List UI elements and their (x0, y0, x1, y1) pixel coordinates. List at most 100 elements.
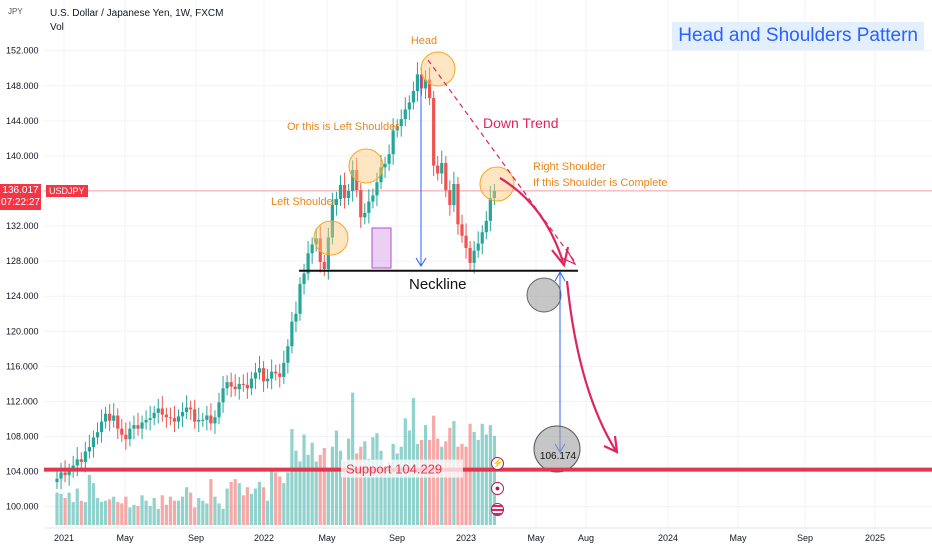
candle-body (423, 79, 428, 89)
last-price-value: 136.017 (2, 185, 39, 196)
volume-bar (310, 442, 314, 525)
volume-bar (472, 431, 476, 525)
volume-bar (91, 483, 96, 525)
volume-bar (415, 444, 420, 525)
volume-bar (355, 453, 359, 525)
grid (44, 0, 932, 528)
volume-bar (383, 468, 387, 525)
x-tick-label: May (729, 533, 747, 543)
volume-bar (270, 468, 274, 525)
candle-body (334, 198, 339, 206)
volume-bar (464, 446, 468, 525)
volume-bar (176, 500, 181, 525)
volume-bar (164, 504, 168, 525)
volume-bar (201, 500, 205, 525)
volume-bar (172, 500, 177, 525)
annotations: Head Or this is Left Shoulder Left Shoulde… (44, 35, 932, 478)
volume-bar (334, 430, 339, 525)
volume-bar (282, 483, 286, 525)
candle-body (440, 162, 444, 174)
volume-bar (399, 446, 403, 525)
right-shoulder-condition-label: If this Shoulder is Complete (533, 177, 668, 189)
volume-bar (225, 488, 229, 525)
candle-body (160, 408, 164, 415)
candle-body (456, 183, 460, 225)
volume-bar (257, 481, 262, 525)
candle-body (164, 414, 168, 418)
candle-body (120, 428, 124, 435)
candle-body (266, 378, 270, 382)
volume-bar (213, 496, 217, 525)
candles (55, 62, 496, 490)
volume-bar (71, 502, 75, 525)
candle-body (326, 237, 330, 270)
volume-bar (419, 439, 424, 525)
volume-bar (79, 500, 83, 525)
candle-body (298, 283, 302, 314)
candle-body (274, 371, 278, 374)
candle-body (472, 250, 476, 263)
candle-body (383, 163, 387, 168)
y-tick-label: 120.000 (6, 326, 39, 336)
volume-bar (395, 453, 399, 525)
candle-body (140, 422, 144, 429)
candle-body (201, 419, 205, 421)
left-shoulder-label: Left Shoulder (271, 196, 337, 208)
volume-bar (338, 450, 343, 525)
volume-bar (330, 446, 334, 525)
volume-bar (387, 461, 391, 525)
volume-bar (185, 487, 189, 525)
candle-body (290, 321, 294, 347)
candle-body (399, 119, 403, 127)
record-icon[interactable]: ● (491, 482, 504, 495)
instrument-title[interactable]: U.S. Dollar / Japanese Yen, 1W, FXCM (50, 8, 224, 19)
breakdown-arrowhead (551, 246, 570, 268)
volume-bar (326, 468, 330, 525)
candle-body (338, 184, 343, 199)
candle-body (245, 384, 249, 389)
candle-body (185, 407, 189, 412)
down-trend-arrowhead (561, 249, 577, 266)
x-tick-label: May (116, 533, 134, 543)
volume-bar (108, 499, 112, 525)
volume-bar (363, 441, 367, 525)
candle-body (464, 235, 468, 248)
volume-bar (351, 392, 355, 525)
volume-bar (253, 488, 258, 525)
lightning-icon[interactable]: ⚡ (491, 457, 504, 470)
candle-body (253, 372, 258, 379)
us-flag-icon[interactable] (491, 503, 504, 516)
candle-body (278, 373, 282, 377)
volume-label[interactable]: Vol (50, 22, 64, 33)
volume-bar (407, 430, 411, 525)
volume-bar (217, 503, 221, 525)
volume-bar (480, 423, 484, 525)
volume-bar (193, 507, 197, 525)
volume-bar (456, 446, 460, 525)
candle-body (79, 459, 83, 462)
target-arrow (565, 280, 617, 452)
y-tick-label: 152.000 (6, 46, 39, 56)
volume-bar (322, 448, 326, 525)
time-axis[interactable]: 2021 May Sep 2022 May Sep 2023 May Aug 2024 May Sep… (44, 527, 932, 543)
volume-bar (189, 492, 193, 525)
candle-body (87, 447, 91, 452)
volume-bar (140, 495, 144, 525)
candle-body (476, 243, 480, 251)
candle-body (249, 378, 253, 389)
y-tick-label: 108.000 (6, 432, 39, 442)
candle-body (108, 413, 112, 421)
candle-body (180, 411, 185, 417)
candle-body (144, 419, 148, 423)
candle-body (189, 407, 193, 410)
price-axis[interactable]: 100.000 104.000 108.000 112.000 116.000 120.0… (6, 46, 39, 512)
candle-body (237, 383, 241, 390)
x-tick-label: 2023 (456, 533, 476, 543)
volume-bar (233, 479, 237, 525)
volume-bar (318, 454, 322, 525)
highlight-circle (313, 220, 349, 256)
volume-bar (298, 461, 302, 525)
volume-bar (180, 496, 185, 525)
y-tick-label: 128.000 (6, 256, 39, 266)
